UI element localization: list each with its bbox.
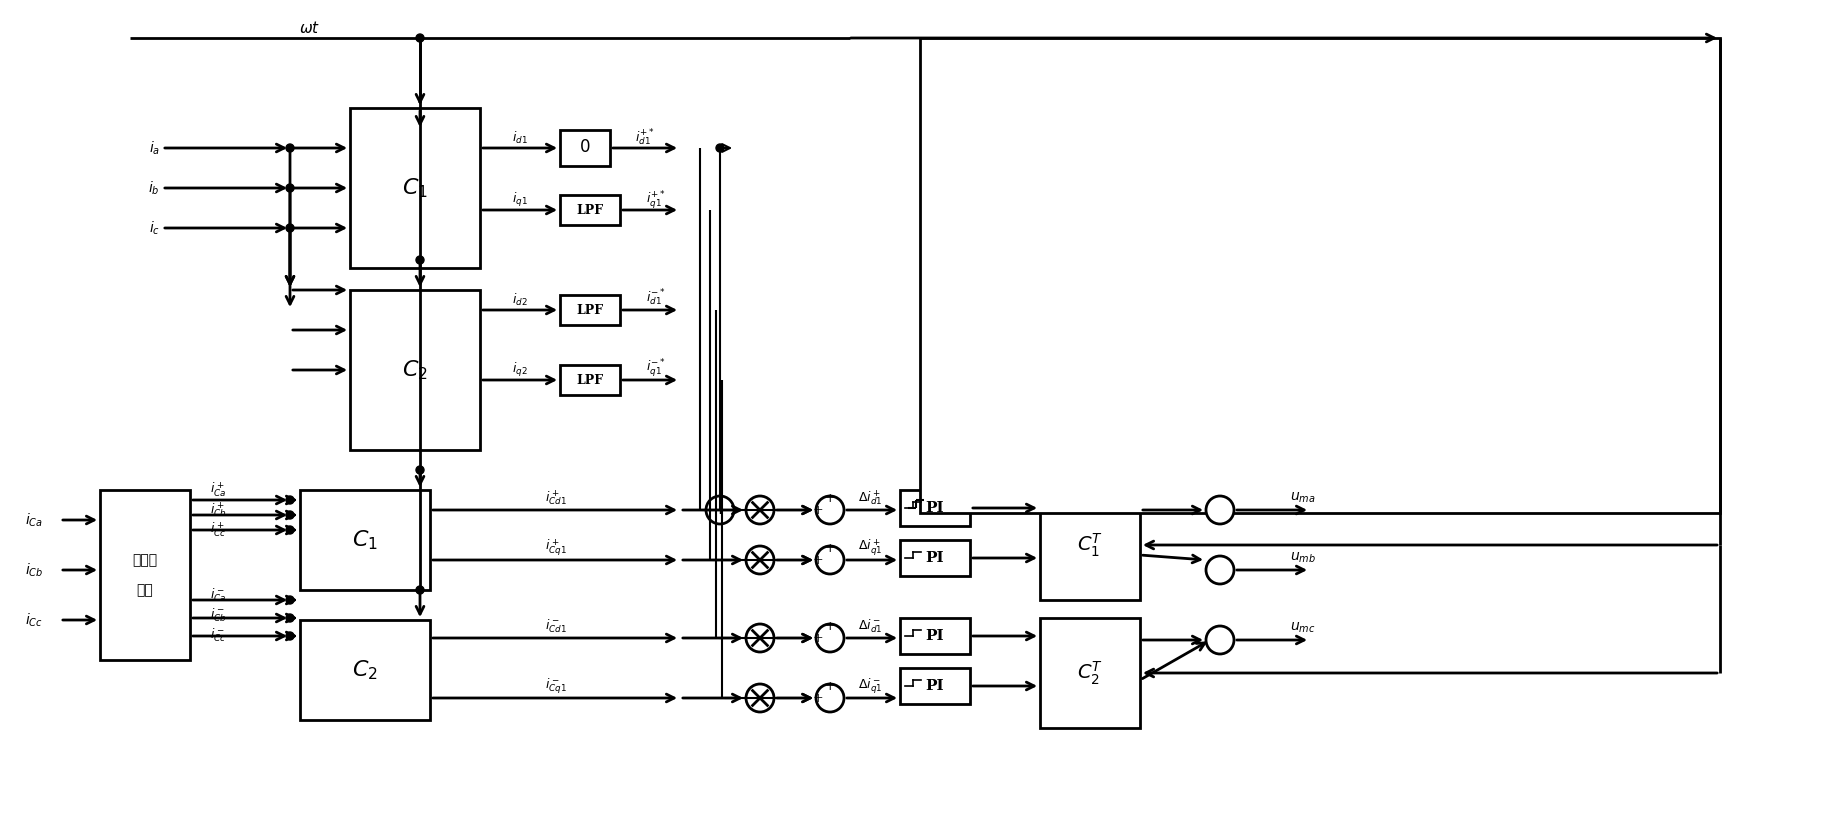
Text: PI: PI (926, 629, 944, 643)
Bar (560, 295, 620, 325)
Text: +: + (812, 553, 823, 567)
Text: $\Delta i_{q1}^-$: $\Delta i_{q1}^-$ (858, 676, 882, 696)
Circle shape (705, 496, 735, 524)
Text: $i_{Cb}$: $i_{Cb}$ (26, 562, 44, 579)
Text: +: + (812, 691, 823, 705)
Text: $i_{Cd1}^+$: $i_{Cd1}^+$ (545, 488, 567, 508)
Text: +: + (714, 503, 727, 517)
Circle shape (285, 526, 295, 534)
Text: $0$: $0$ (580, 140, 591, 156)
Text: $i_{Cb}^+$: $i_{Cb}^+$ (210, 501, 226, 519)
Bar (350, 108, 481, 268)
Circle shape (816, 684, 843, 712)
Bar (900, 490, 970, 526)
Text: LPF: LPF (576, 304, 604, 316)
Text: $i_{Cd1}^-$: $i_{Cd1}^-$ (545, 617, 567, 635)
Bar (920, 38, 1719, 513)
Text: $C_1$: $C_1$ (352, 528, 377, 552)
Bar (1040, 618, 1140, 728)
Text: +: + (825, 542, 836, 554)
Text: $i_{q2}$: $i_{q2}$ (512, 361, 528, 379)
Text: +: + (812, 631, 823, 645)
Text: $i_{q1}$: $i_{q1}$ (512, 191, 528, 209)
Text: $i_{Cc}$: $i_{Cc}$ (26, 612, 42, 629)
Text: PI: PI (926, 501, 944, 515)
Circle shape (746, 684, 773, 712)
Circle shape (816, 496, 843, 524)
Text: $\Delta i_{d1}^+$: $\Delta i_{d1}^+$ (858, 488, 882, 508)
Text: +: + (812, 503, 823, 517)
Text: $i_{Ca}^-$: $i_{Ca}^-$ (210, 587, 226, 604)
Text: $i_{d2}$: $i_{d2}$ (512, 292, 528, 308)
Circle shape (1206, 496, 1233, 524)
Bar (900, 618, 970, 654)
Circle shape (716, 144, 724, 152)
Circle shape (1206, 556, 1233, 584)
Text: $i_b$: $i_b$ (149, 180, 160, 196)
Circle shape (1206, 626, 1233, 654)
Text: $\Delta i_{d1}^-$: $\Delta i_{d1}^-$ (858, 617, 882, 635)
Text: $i_a$: $i_a$ (149, 139, 160, 156)
Text: $\omega t$: $\omega t$ (300, 20, 320, 36)
Circle shape (416, 34, 423, 42)
Circle shape (746, 496, 773, 524)
Text: $C_2^T$: $C_2^T$ (1077, 659, 1103, 686)
Text: $i_{d1}$: $i_{d1}$ (512, 130, 528, 146)
Text: 模块: 模块 (136, 583, 153, 597)
Text: $i_{Cc}^+$: $i_{Cc}^+$ (210, 521, 226, 539)
Bar (350, 290, 481, 450)
Text: $C_2$: $C_2$ (352, 658, 377, 681)
Text: $i_c$: $i_c$ (149, 220, 160, 236)
Text: $i_{Cc}^-$: $i_{Cc}^-$ (210, 626, 226, 644)
Text: LPF: LPF (576, 204, 604, 216)
Circle shape (816, 546, 843, 574)
Text: $u_{ma}$: $u_{ma}$ (1291, 491, 1316, 505)
Bar (300, 620, 431, 720)
Bar (560, 195, 620, 225)
Bar (560, 365, 620, 395)
Circle shape (285, 632, 295, 640)
Circle shape (416, 256, 423, 264)
Circle shape (285, 511, 295, 519)
Text: $C_1$: $C_1$ (401, 176, 427, 200)
Text: $i_{Ca}$: $i_{Ca}$ (26, 512, 42, 528)
Circle shape (285, 496, 295, 504)
Bar (560, 130, 609, 166)
Text: $i_{d1}^{-*}$: $i_{d1}^{-*}$ (646, 288, 666, 308)
Bar (300, 490, 431, 590)
Circle shape (285, 596, 295, 604)
Circle shape (285, 184, 295, 192)
Text: $C_1^T$: $C_1^T$ (1077, 532, 1103, 559)
Text: $i_{Ca}^+$: $i_{Ca}^+$ (210, 481, 226, 499)
Text: $i_{Cb}^-$: $i_{Cb}^-$ (210, 607, 226, 624)
Text: $\Delta i_{q1}^+$: $\Delta i_{q1}^+$ (858, 537, 882, 558)
Text: LPF: LPF (576, 374, 604, 387)
Circle shape (285, 614, 295, 622)
Text: +: + (825, 680, 836, 692)
Text: $u_{mb}$: $u_{mb}$ (1291, 551, 1316, 565)
Text: $u_{mc}$: $u_{mc}$ (1291, 621, 1316, 635)
Circle shape (416, 466, 423, 474)
Text: PI: PI (926, 551, 944, 565)
Bar (900, 540, 970, 576)
Circle shape (746, 624, 773, 652)
Bar (900, 668, 970, 704)
Circle shape (285, 224, 295, 232)
Text: 序分解: 序分解 (133, 553, 158, 567)
Circle shape (416, 586, 423, 594)
Circle shape (816, 624, 843, 652)
Text: $i_{d1}^{+*}$: $i_{d1}^{+*}$ (635, 128, 655, 148)
Circle shape (285, 144, 295, 152)
Text: +: + (825, 620, 836, 632)
Text: +: + (825, 492, 836, 504)
Text: $i_{Cq1}^+$: $i_{Cq1}^+$ (545, 537, 567, 558)
Text: $C_2$: $C_2$ (401, 359, 427, 382)
Text: $i_{Cq1}^-$: $i_{Cq1}^-$ (545, 676, 567, 696)
Text: $i_{q1}^{+*}$: $i_{q1}^{+*}$ (646, 189, 666, 211)
Text: $i_{q1}^{-*}$: $i_{q1}^{-*}$ (646, 357, 666, 379)
Circle shape (746, 546, 773, 574)
Bar (1040, 490, 1140, 600)
Text: PI: PI (926, 679, 944, 693)
Bar (99, 490, 190, 660)
